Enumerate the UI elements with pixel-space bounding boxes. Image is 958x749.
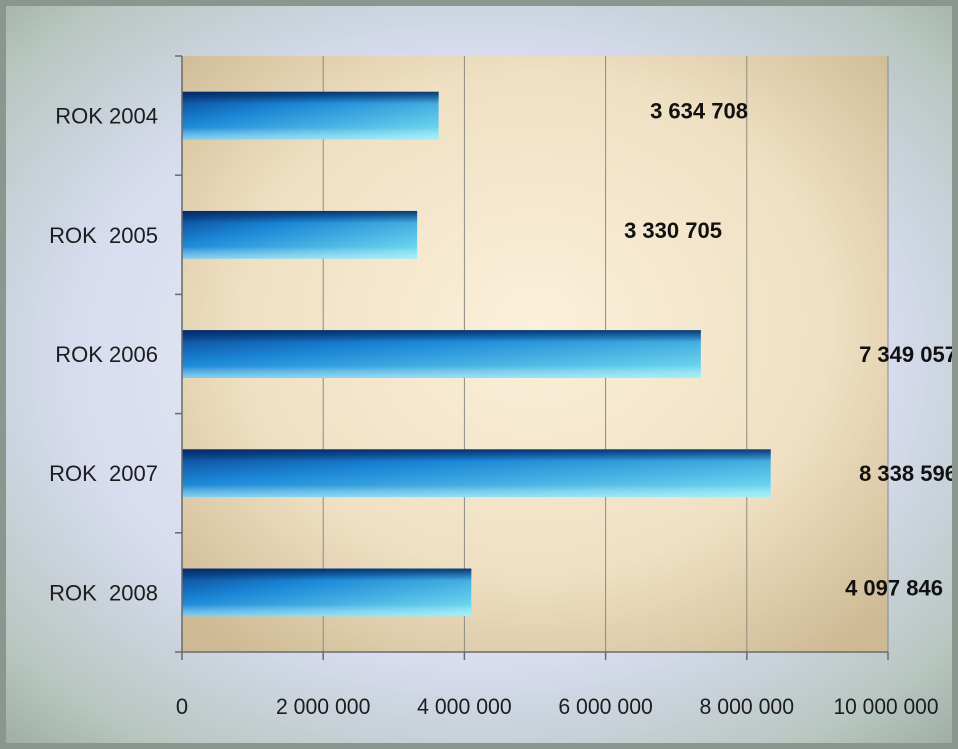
x-tick-label-4: 8 000 000 <box>700 694 795 719</box>
category-label-1: ROK 2004 <box>55 104 158 129</box>
category-label-2: ROK 2005 <box>49 223 158 248</box>
axes <box>175 55 889 660</box>
category-label-3: ROK 2006 <box>55 342 158 367</box>
category-label-5: ROK 2008 <box>49 580 158 605</box>
bars <box>182 91 771 617</box>
x-tick-label-0: 0 <box>176 694 188 719</box>
bar-shade-2 <box>182 210 418 259</box>
data-label-2: 3 330 705 <box>624 218 722 243</box>
x-tick-label-3: 6 000 000 <box>558 694 653 719</box>
x-tick-label-5: 10 000 000 <box>834 694 939 719</box>
data-label-1: 3 634 708 <box>650 99 748 124</box>
labels: 0 2 000 000 4 000 000 6 000 000 8 000 000 10 … <box>49 99 957 719</box>
data-label-4: 8 338 596 <box>859 461 957 486</box>
data-label-3: 7 349 057 <box>859 342 957 367</box>
category-label-4: ROK 2007 <box>49 461 158 486</box>
bar-shade-3 <box>182 330 701 378</box>
bar-chart: 0 2 000 000 4 000 000 6 000 000 8 000 000 10 … <box>49 55 957 719</box>
x-tick-label-2: 4 000 000 <box>417 694 512 719</box>
bar-shade-1 <box>182 91 439 140</box>
bar-shade-4 <box>182 449 771 498</box>
data-label-5: 4 097 846 <box>845 575 943 600</box>
bar-shade-5 <box>182 568 472 617</box>
x-tick-label-1: 2 000 000 <box>276 694 371 719</box>
